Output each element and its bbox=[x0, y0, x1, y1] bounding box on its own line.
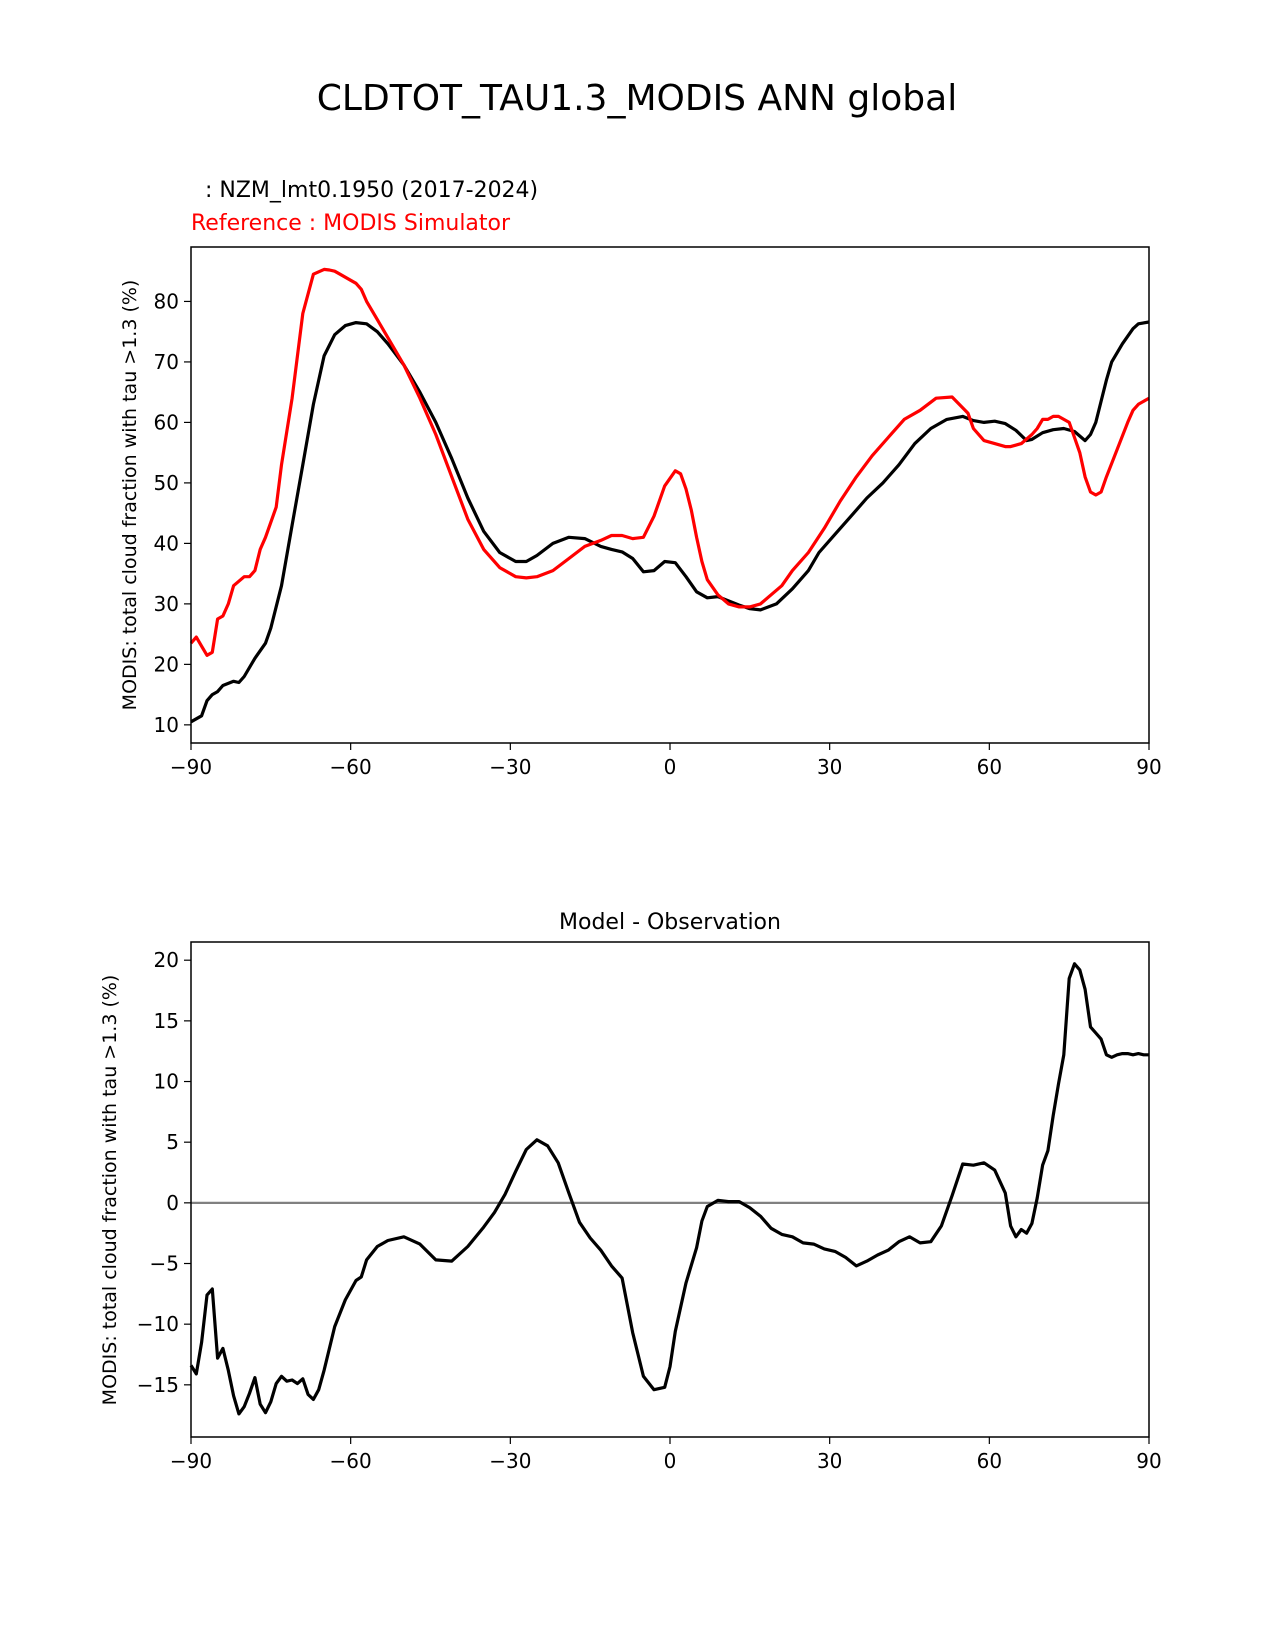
bottom-panel-title: Model - Observation bbox=[559, 910, 781, 935]
top-reference-label: Reference : MODIS Simulator bbox=[191, 211, 511, 236]
bottom-y-tick-label: 20 bbox=[154, 948, 179, 972]
top-panel: : NZM_lmt0.1950 (2017-2024) Reference : … bbox=[119, 178, 1162, 779]
bottom-y-tick-label: 15 bbox=[154, 1009, 179, 1033]
top-model-label: : NZM_lmt0.1950 (2017-2024) bbox=[205, 178, 538, 203]
bottom-y-tick-label: 0 bbox=[166, 1191, 179, 1215]
bottom-y-tick-label: 10 bbox=[154, 1070, 179, 1094]
top-x-tick-label: −60 bbox=[330, 755, 372, 779]
bottom-axes-content: −90 −60 −30 0 30 60 90 −15 −10 −5 0 5 10 15 20 bbox=[137, 948, 1162, 1473]
top-y-tick-label: 30 bbox=[154, 592, 179, 616]
bottom-plot-frame bbox=[190, 941, 1150, 1438]
top-y-tick-label: 40 bbox=[154, 531, 179, 555]
figure-title: CLDTOT_TAU1.3_MODIS ANN global bbox=[317, 78, 957, 119]
bottom-y-tick-label: −10 bbox=[137, 1312, 179, 1336]
top-axes-content: −90 −60 −30 0 30 60 90 10 20 30 40 50 60 70 80 bbox=[154, 267, 1162, 779]
top-x-tick-label: 60 bbox=[977, 755, 1002, 779]
bottom-y-tick-label: 5 bbox=[166, 1130, 179, 1154]
bottom-y-axis-label: MODIS: total cloud fraction with tau >1.… bbox=[99, 975, 121, 1406]
top-x-tick-label: 90 bbox=[1136, 755, 1161, 779]
bottom-x-tick-label: −90 bbox=[170, 1449, 212, 1473]
top-series-reference-line bbox=[189, 267, 1150, 657]
bottom-x-tick-label: 0 bbox=[664, 1449, 677, 1473]
top-y-axis-label: MODIS: total cloud fraction with tau >1.… bbox=[119, 280, 141, 711]
top-series-model-line bbox=[190, 320, 1150, 724]
bottom-x-tick-label: 60 bbox=[977, 1449, 1002, 1473]
bottom-x-tick-label: 90 bbox=[1136, 1449, 1161, 1473]
top-y-tick-label: 70 bbox=[154, 350, 179, 374]
bottom-y-tick-label: −5 bbox=[150, 1252, 179, 1276]
bottom-x-tick-label: −30 bbox=[489, 1449, 531, 1473]
bottom-panel: Model - Observation MODIS: total cloud f… bbox=[99, 910, 1162, 1473]
top-plot-frame bbox=[190, 246, 1150, 744]
bottom-y-tick-label: −15 bbox=[137, 1373, 179, 1397]
top-y-tick-label: 60 bbox=[154, 410, 179, 434]
bottom-series-model-line bbox=[189, 962, 1149, 1416]
top-y-tick-label: 20 bbox=[154, 652, 179, 676]
top-x-tick-label: 0 bbox=[664, 755, 677, 779]
top-y-tick-label: 50 bbox=[154, 471, 179, 495]
top-y-tick-label: 10 bbox=[154, 713, 179, 737]
top-x-tick-label: −90 bbox=[170, 755, 212, 779]
top-x-tick-label: 30 bbox=[817, 755, 842, 779]
top-x-tick-label: −30 bbox=[489, 755, 531, 779]
top-y-tick-label: 80 bbox=[154, 289, 179, 313]
bottom-x-tick-label: −60 bbox=[330, 1449, 372, 1473]
bottom-x-tick-label: 30 bbox=[817, 1449, 842, 1473]
